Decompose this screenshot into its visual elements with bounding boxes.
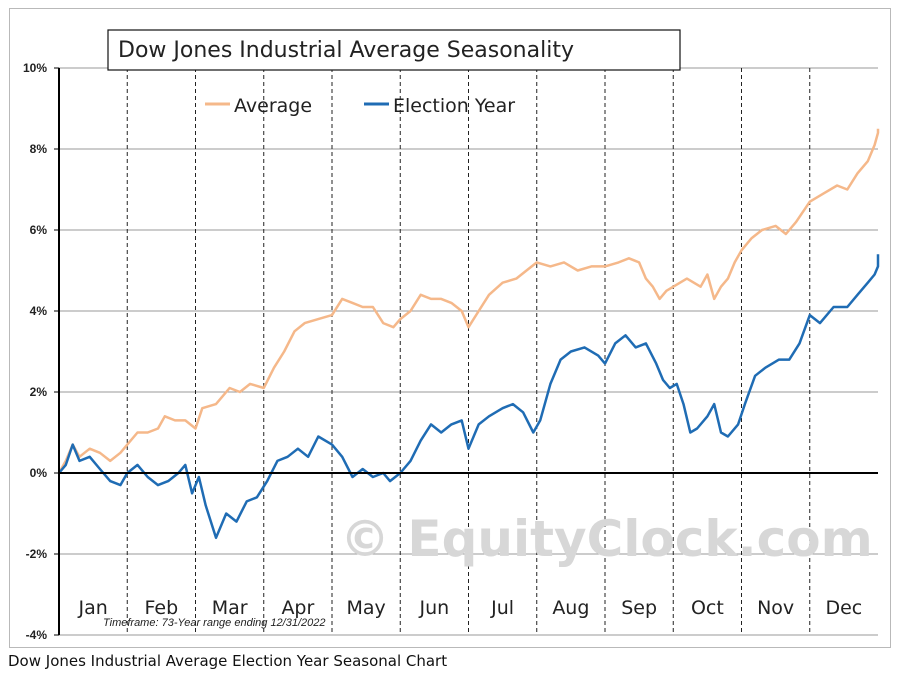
- y-tick-label: 10%: [23, 61, 47, 75]
- y-tick-label: -2%: [26, 547, 48, 561]
- series-line-election-year: [58, 254, 880, 540]
- chart-title-box: Dow Jones Industrial Average Seasonality: [107, 29, 681, 71]
- chart-caption: Dow Jones Industrial Average Election Ye…: [8, 652, 448, 670]
- y-tick-label: 0%: [30, 466, 48, 480]
- watermark: © EquityClock.com: [340, 510, 873, 568]
- chart: -4% -2% 0% 2% 4% 6% 8% 10% Jan Feb Mar Apr May Jun Ju…: [23, 29, 880, 642]
- x-tick-label: Feb: [145, 597, 179, 619]
- y-tick-label: 8%: [30, 142, 48, 156]
- legend-label-election-year: Election Year: [393, 95, 515, 117]
- chart-title: Dow Jones Industrial Average Seasonality: [118, 38, 574, 63]
- x-tick-label: Dec: [825, 597, 862, 619]
- x-tick-label: Nov: [757, 597, 794, 619]
- y-tick-label: 6%: [30, 223, 48, 237]
- x-tick-label: Jan: [77, 597, 107, 619]
- x-tick-label: Sep: [621, 597, 657, 619]
- x-tick-label: May: [346, 597, 385, 619]
- month-dividers: [126, 68, 811, 635]
- series-line-average: [57, 128, 880, 474]
- legend-label-average: Average: [234, 95, 312, 117]
- timeframe-note: Timeframe: 73-Year range ending 12/31/20…: [103, 617, 326, 629]
- y-tick-label: 4%: [30, 304, 48, 318]
- x-tick-label: Apr: [281, 597, 314, 619]
- x-tick-label: Aug: [552, 597, 589, 619]
- y-axis-ticks: -4% -2% 0% 2% 4% 6% 8% 10%: [23, 61, 59, 642]
- x-tick-label: Jul: [490, 597, 514, 619]
- y-tick-label: 2%: [30, 385, 48, 399]
- x-tick-label: Mar: [212, 597, 248, 619]
- x-tick-label: Oct: [691, 597, 724, 619]
- legend: Average Election Year: [205, 95, 515, 117]
- series-lines: [57, 128, 880, 540]
- y-tick-label: -4%: [26, 628, 48, 642]
- x-tick-label: Jun: [419, 597, 450, 619]
- x-axis-month-labels: Jan Feb Mar Apr May Jun Jul Aug Sep Oct Nov Dec: [77, 597, 862, 619]
